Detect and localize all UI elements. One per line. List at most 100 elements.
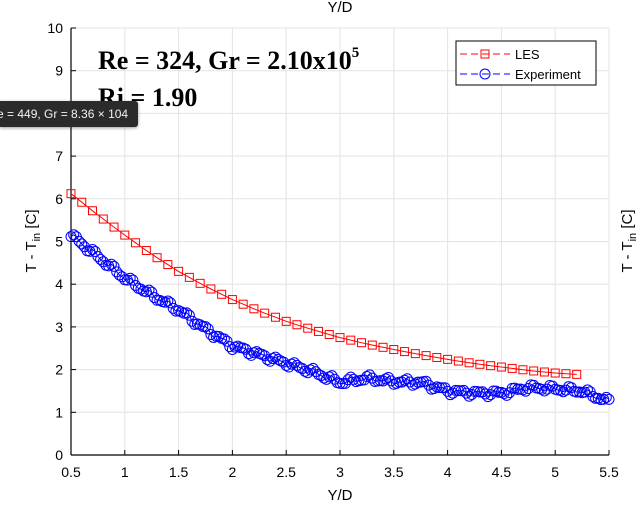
les-marker (152, 253, 162, 263)
experiment-marker (151, 294, 163, 306)
experiment-marker (517, 384, 529, 396)
les-marker (453, 356, 463, 366)
experiment-marker (469, 385, 480, 397)
y-tick-label: 5 (55, 234, 63, 250)
les-marker (324, 330, 334, 340)
x-tick-label: 5 (551, 464, 559, 480)
experiment-marker (105, 258, 117, 270)
les-marker (421, 351, 431, 361)
les-marker (163, 260, 173, 270)
experiment-marker (428, 383, 440, 395)
experiment-marker (321, 373, 333, 385)
experiment-marker (603, 393, 615, 405)
experiment-marker (181, 307, 193, 319)
x-tick-label: 0.5 (61, 464, 81, 480)
experiment-marker (442, 385, 454, 397)
les-marker (400, 347, 410, 357)
experiment-marker (498, 388, 510, 400)
experiment-marker (213, 330, 225, 342)
y-axis-label-right-main: T - T (619, 241, 636, 272)
les-marker (303, 323, 313, 333)
experiment-marker (347, 373, 359, 385)
experiment-marker (466, 389, 478, 401)
experiment-marker (65, 231, 77, 243)
x-tick-label: 2 (229, 464, 237, 480)
experiment-marker (84, 245, 96, 257)
annotation-line1-base: Re = 324, Gr = 2.10x10 (98, 46, 352, 75)
x-tick-label: 5.5 (599, 464, 619, 480)
experiment-marker (221, 335, 233, 347)
experiment-marker (493, 386, 505, 398)
experiment-marker (143, 284, 155, 296)
les-series-line (70, 193, 577, 375)
y-axis-label-right-sub: in (627, 233, 639, 242)
experiment-marker (396, 376, 408, 388)
x-tick-label: 3 (336, 464, 344, 480)
y-tick-label: 3 (55, 319, 63, 335)
les-marker (432, 352, 442, 362)
les-marker (561, 369, 571, 379)
experiment-marker (380, 373, 392, 385)
experiment-marker (205, 329, 217, 341)
experiment-marker (243, 348, 255, 360)
les-marker (227, 295, 237, 305)
les-marker (518, 365, 528, 375)
les-marker (174, 266, 184, 276)
les-marker (249, 304, 259, 314)
experiment-marker (140, 286, 152, 298)
experiment-marker (541, 383, 553, 395)
legend-les-marker (480, 49, 490, 59)
x-tick-label: 1 (121, 464, 129, 480)
les-marker (443, 354, 453, 364)
experiment-marker (103, 260, 115, 272)
experiment-marker (439, 382, 451, 394)
experiment-marker (280, 360, 292, 372)
experiment-marker (232, 340, 244, 352)
experiment-marker (68, 229, 80, 241)
series-layer (65, 189, 615, 406)
experiment-marker (245, 349, 257, 361)
experiment-marker (361, 371, 373, 383)
les-marker (292, 320, 302, 330)
les-marker (206, 284, 216, 294)
experiment-marker (409, 378, 421, 390)
les-marker (131, 238, 141, 248)
experiment-marker (598, 393, 610, 405)
top-label: Y/D (327, 0, 352, 16)
les-marker (120, 230, 130, 240)
y-tick-label: 7 (55, 148, 63, 164)
experiment-marker (366, 372, 378, 384)
les-marker (335, 333, 345, 343)
experiment-marker (127, 274, 139, 286)
grid (70, 27, 610, 456)
y-tick-label: 1 (55, 404, 63, 420)
y-axis-label-sub: in (31, 233, 43, 242)
experiment-marker (420, 375, 432, 387)
experiment-marker (404, 376, 416, 388)
x-tick-label: 4 (444, 464, 452, 480)
experiment-marker (121, 274, 133, 286)
experiment-marker (587, 391, 599, 403)
experiment-marker (165, 297, 177, 309)
les-marker (529, 366, 539, 376)
experiment-marker (385, 375, 397, 387)
experiment-marker (261, 354, 273, 366)
y-tick-label: 10 (47, 20, 63, 36)
x-tick-label: 3.5 (384, 464, 404, 480)
experiment-marker (364, 369, 376, 381)
experiment-marker (124, 272, 136, 284)
les-marker (217, 289, 227, 299)
experiment-marker (202, 323, 214, 335)
experiment-marker (450, 384, 462, 396)
x-tick-label: 1.5 (169, 464, 189, 480)
y-axis-label-right-tail: [C] (619, 209, 636, 232)
experiment-marker (487, 385, 499, 397)
experiment-marker (560, 384, 572, 396)
les-marker (195, 278, 205, 288)
les-marker (357, 338, 367, 348)
experiment-marker (590, 392, 602, 404)
legend: LES Experiment (455, 40, 597, 86)
svg-text:T - Tin [C]: T - Tin [C] (23, 209, 43, 272)
annotation-line1: Re = 324, Gr = 2.10x105 (98, 45, 359, 75)
y-axis-label-main: T - T (23, 241, 40, 272)
